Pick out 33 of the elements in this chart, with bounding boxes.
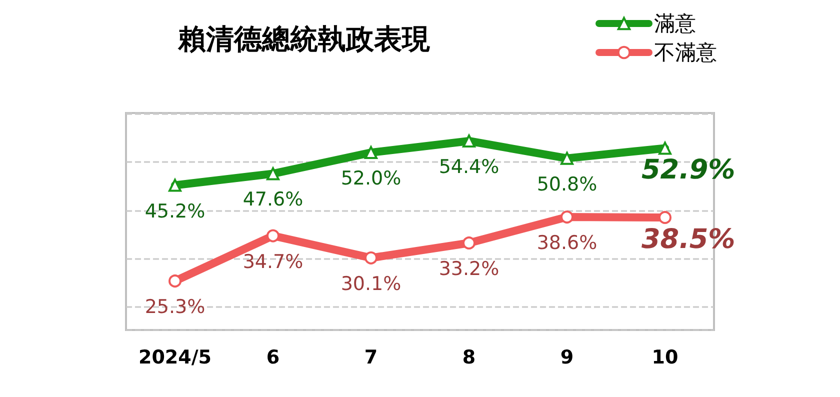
x-tick-label: 6 <box>266 346 280 368</box>
data-label: 33.2% <box>438 258 500 280</box>
x-tick-label: 8 <box>462 346 476 368</box>
chart-title: 賴清德總統執政表現 <box>177 22 431 56</box>
data-label: 38.6% <box>536 232 598 254</box>
data-label: 25.3% <box>144 296 206 318</box>
point <box>658 210 672 224</box>
x-tick-label: 7 <box>364 346 378 368</box>
point <box>462 134 476 148</box>
point <box>364 251 378 264</box>
x-tick-label: 9 <box>560 346 574 368</box>
data-label: 50.8% <box>536 173 598 196</box>
data-label: 47.6% <box>242 188 304 211</box>
data-label: 45.2% <box>144 200 206 222</box>
point <box>266 167 280 180</box>
point <box>266 229 280 242</box>
data-label: 38.5% <box>642 224 736 255</box>
x-tick-label: 10 <box>652 346 678 368</box>
data-label: 52.9% <box>642 154 736 186</box>
legend-label: 滿意 <box>654 12 696 36</box>
legend-label: 不滿意 <box>654 40 717 64</box>
point <box>462 236 476 250</box>
point <box>168 274 182 288</box>
point <box>364 146 378 160</box>
point <box>658 142 672 155</box>
x-tick-label: 2024/5 <box>138 346 212 368</box>
point <box>168 178 182 192</box>
data-label: 34.7% <box>242 250 304 273</box>
point <box>560 152 574 165</box>
data-label: 54.4% <box>438 156 500 178</box>
point <box>560 210 574 224</box>
data-label: 30.1% <box>340 272 402 295</box>
data-label: 52.0% <box>340 168 402 190</box>
